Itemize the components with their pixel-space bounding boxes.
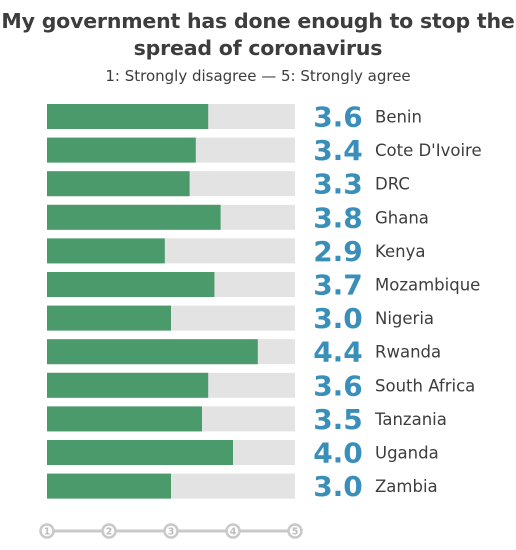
value-label: 3.6 [313,101,363,134]
x-tick-label: 2 [106,527,113,538]
value-label: 4.0 [313,437,363,470]
value-label: 3.5 [313,403,363,436]
value-label: 3.3 [313,168,363,201]
chart-subtitle: 1: Strongly disagree — 5: Strongly agree [105,67,411,85]
value-label: 2.9 [313,235,363,268]
bar [47,339,258,365]
bar [47,372,209,398]
category-label: Benin [375,108,422,127]
category-label: Kenya [375,242,425,261]
bar [47,440,233,465]
category-label: Uganda [375,444,439,463]
category-label: Zambia [375,477,438,496]
value-label: 3.6 [313,369,363,402]
bar [47,104,209,129]
bar [47,473,171,499]
x-tick-label: 5 [292,527,299,538]
bar [47,406,202,432]
category-label: South Africa [375,376,475,395]
category-label: Cote D'Ivoire [375,141,482,160]
value-label: 4.4 [313,336,363,369]
bar [47,238,165,264]
x-tick-marker [163,523,179,539]
x-tick-label: 1 [44,527,51,538]
value-label: 3.0 [313,302,363,335]
bar [47,305,171,331]
value-label: 3.8 [313,201,363,234]
category-label: Tanzania [374,410,447,429]
x-tick-label: 4 [230,527,237,538]
bar [47,137,196,163]
category-label: Rwanda [375,343,441,362]
chart-title: My government has done enough to stop th… [1,9,515,60]
bar [47,204,221,230]
bar [47,272,215,297]
value-label: 3.7 [313,269,363,302]
x-tick-marker [225,523,241,539]
value-label: 3.4 [313,134,363,167]
x-tick-label: 3 [168,527,175,538]
category-label: Mozambique [375,276,480,295]
bar [47,171,190,197]
value-label: 3.0 [313,470,363,503]
category-label: Nigeria [375,309,434,328]
category-label: Ghana [375,208,429,227]
category-label: DRC [375,175,410,194]
x-tick-marker [101,523,117,539]
x-tick-marker [39,523,55,539]
x-tick-marker [287,523,303,539]
